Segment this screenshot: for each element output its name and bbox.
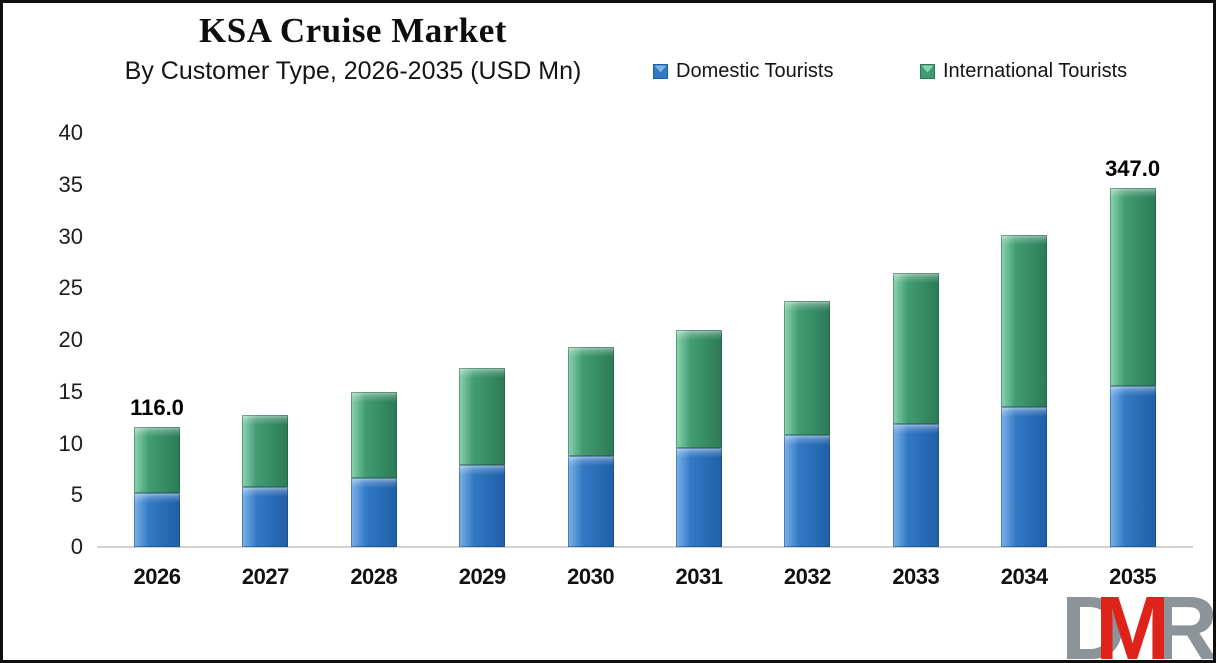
bar-2027-international-segment (242, 414, 289, 487)
y-tick-10: 10 (58, 430, 83, 456)
bar-2031-international-segment (676, 329, 722, 448)
bar-2033-domestic-segment (892, 423, 939, 547)
bar-2034-domestic-segment (1001, 407, 1048, 547)
x-tick-2035: 2035 (1109, 564, 1157, 589)
legend-marker-domestic-icon (653, 63, 668, 79)
bar-2028-domestic-segment (350, 477, 397, 547)
bar-2035-international-segment (1109, 187, 1156, 386)
y-tick-35: 35 (58, 171, 83, 197)
legend-label-domestic: Domestic Tourists (676, 59, 834, 82)
x-tick-2033: 2033 (892, 564, 940, 589)
legend-item-international: International Tourists (920, 59, 1127, 83)
y-tick-15: 15 (58, 378, 83, 404)
legend-marker-international-icon (920, 63, 935, 79)
y-tick-40: 40 (58, 120, 83, 145)
y-tick-5: 5 (70, 482, 83, 508)
y-tick-25: 25 (58, 275, 83, 301)
x-tick-2031: 2031 (675, 564, 723, 589)
x-tick-2030: 2030 (567, 564, 615, 589)
x-tick-2032: 2032 (783, 564, 831, 589)
chart-subtitle: By Customer Type, 2026-2035 (USD Mn) (124, 57, 582, 85)
x-tick-2027: 2027 (241, 564, 289, 589)
y-tick-20: 20 (58, 327, 83, 352)
x-axis-line (97, 546, 1193, 548)
bar-2029-domestic-segment (459, 465, 506, 547)
y-tick-0: 0 (70, 534, 83, 559)
x-tick-2034: 2034 (1000, 564, 1048, 589)
bar-2028-international-segment (350, 391, 397, 478)
dmr-logo: DMR (1061, 579, 1213, 663)
data-label-2026: 116.0 (130, 394, 184, 420)
bar-2026-international-segment (134, 426, 180, 494)
bar-2034-international-segment (1001, 235, 1048, 408)
logo-letter-r: R (1153, 579, 1213, 663)
legend-item-domestic: Domestic Tourists (653, 59, 833, 83)
legend-label-international: International Tourists (943, 59, 1128, 82)
page-title: KSA Cruise Market (199, 11, 507, 50)
bar-2027-domestic-segment (242, 486, 289, 547)
logo-letter-m: M (1095, 579, 1170, 663)
bar-2030-domestic-segment (567, 455, 614, 547)
x-tick-2028: 2028 (350, 564, 398, 589)
bar-2033-international-segment (892, 272, 939, 424)
data-label-2035: 347.0 (1105, 155, 1161, 181)
bar-2026-domestic-segment (134, 493, 180, 547)
x-tick-2026: 2026 (133, 564, 181, 589)
bar-2030-international-segment (567, 347, 614, 456)
bar-2032-domestic-segment (784, 435, 831, 547)
bar-2032-international-segment (784, 300, 831, 436)
y-tick-30: 30 (58, 223, 83, 249)
x-tick-2029: 2029 (458, 564, 506, 589)
bar-2029-international-segment (459, 367, 506, 466)
bar-2031-domestic-segment (676, 447, 722, 547)
bar-2035-domestic-segment (1109, 385, 1156, 547)
